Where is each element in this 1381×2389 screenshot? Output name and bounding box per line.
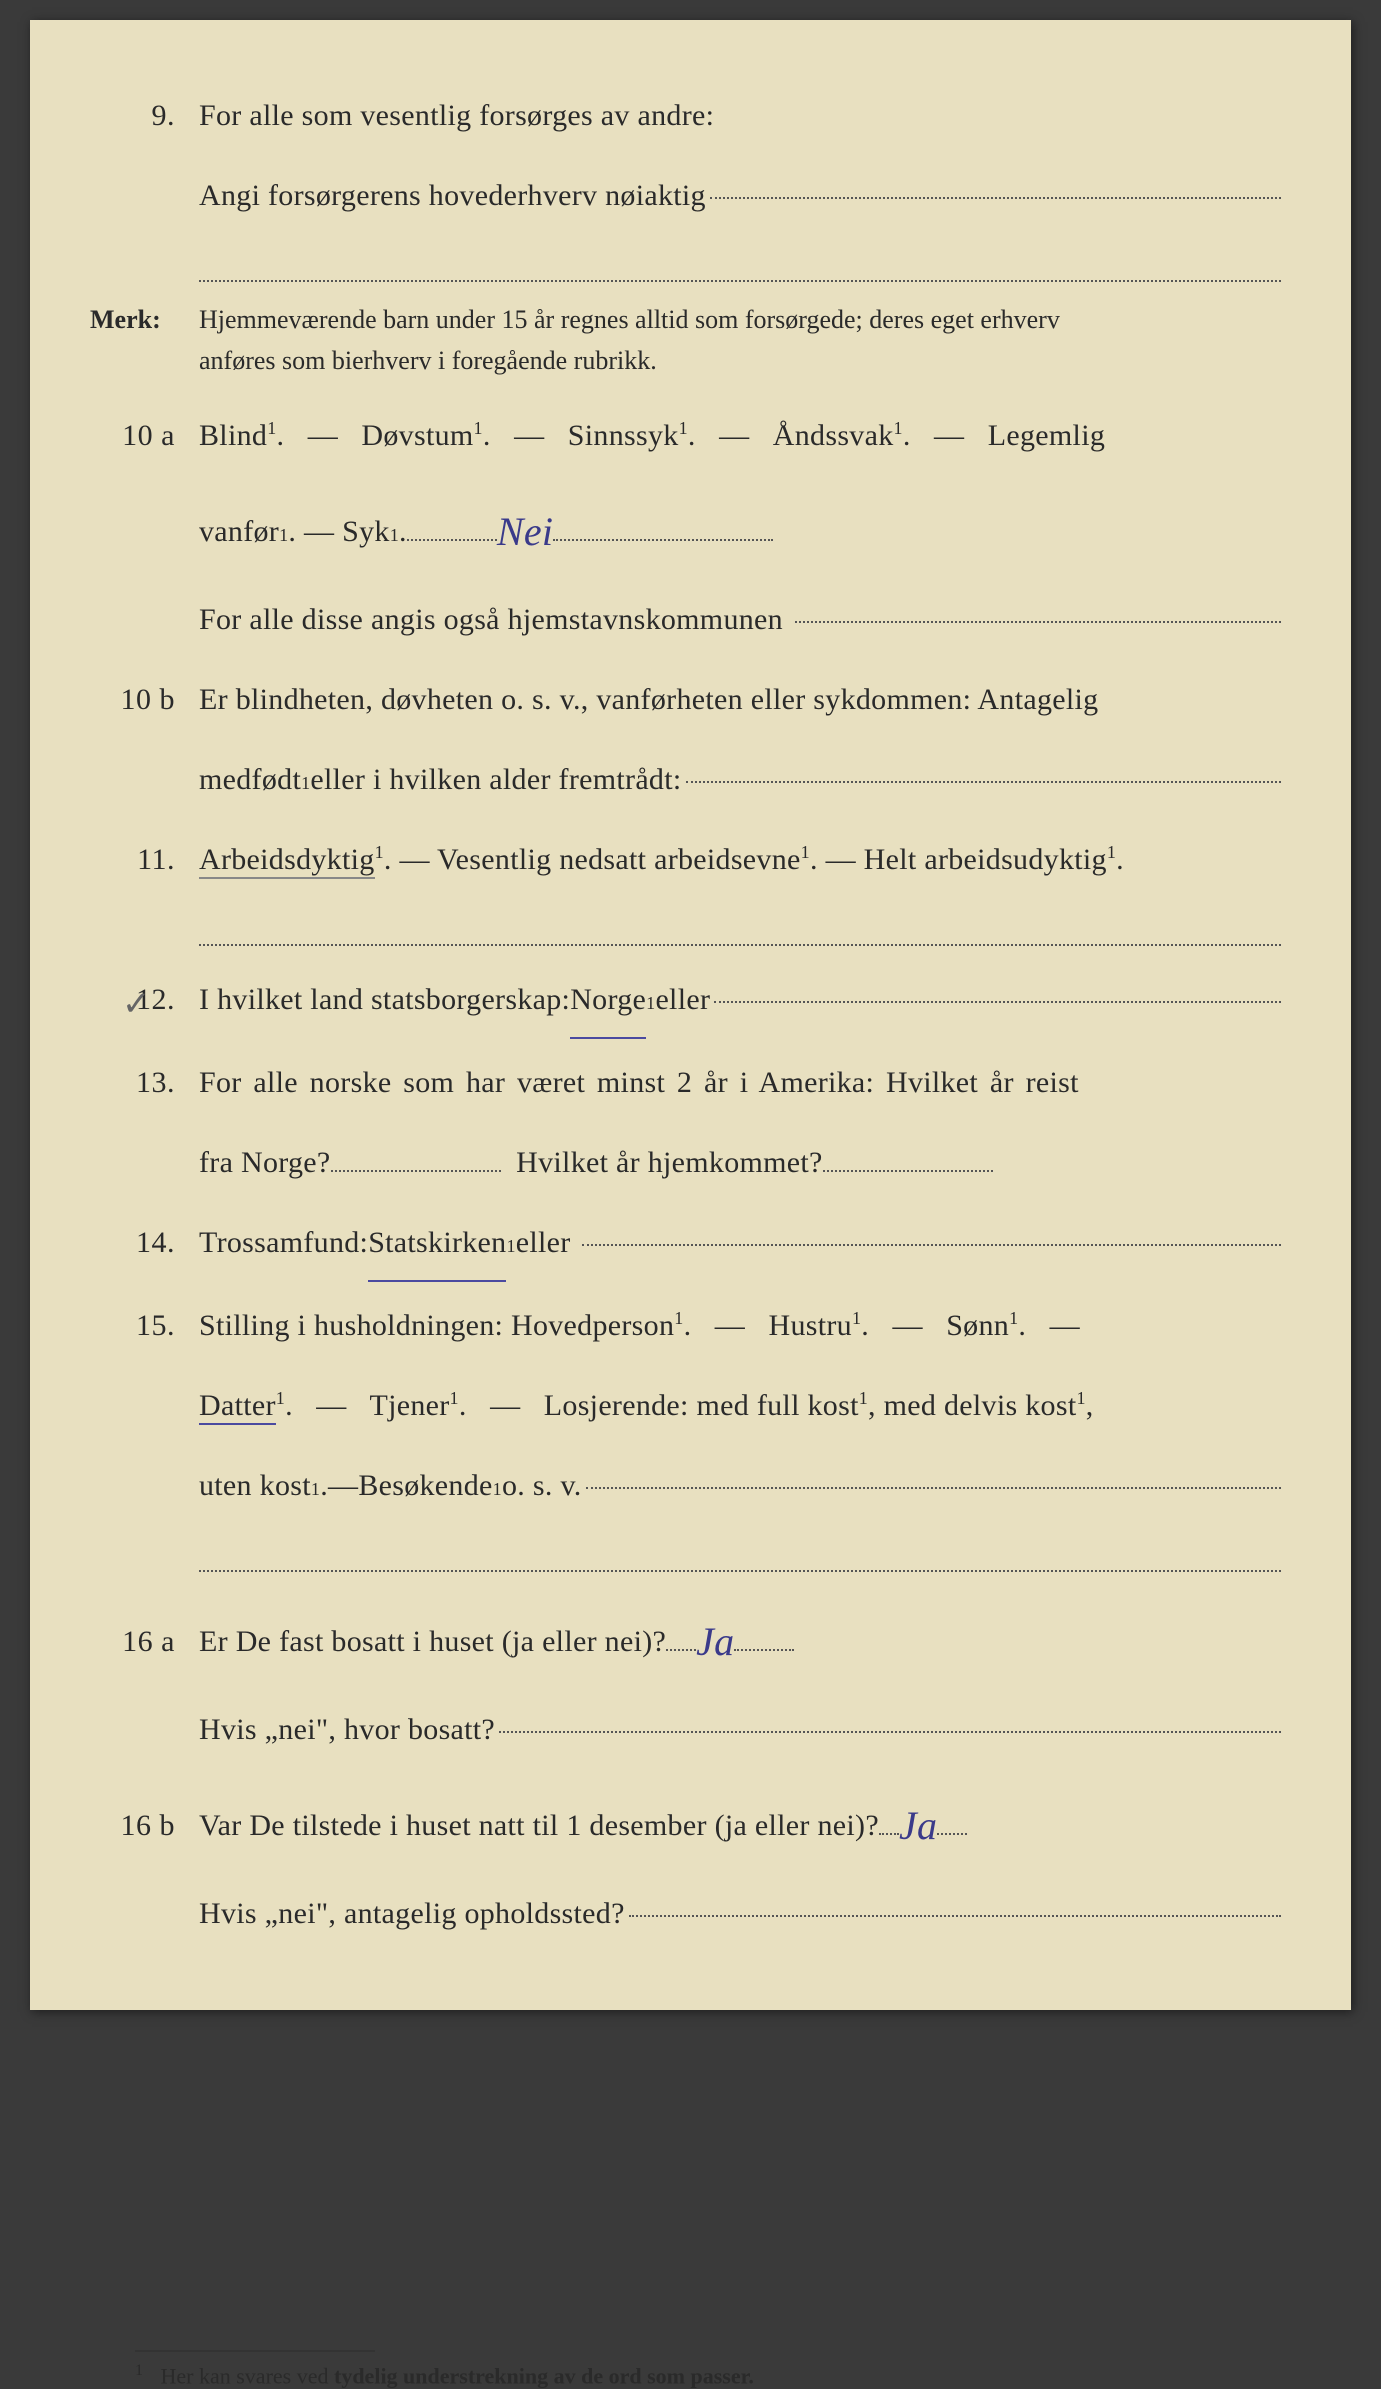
q16a-row2: Hvis „nei", hvor bosatt? <box>90 1694 1281 1766</box>
q13-number: 13. <box>90 1047 199 1119</box>
merk-row2: anføres som bierhverv i foregående rubri… <box>90 341 1281 380</box>
q11-content: Arbeidsdyktig1. — Vesentlig nedsatt arbe… <box>199 824 1281 896</box>
dotted-fill <box>710 196 1281 199</box>
footnote-rule <box>135 2350 375 2352</box>
checkmark-icon: ✓ <box>122 964 151 1046</box>
q13-row2: fra Norge? Hvilket år hjemkommet? <box>90 1127 1281 1199</box>
merk-label: Merk: <box>90 300 199 339</box>
q14-number: 14. <box>90 1207 199 1279</box>
q15-row3: uten kost1. — Besøkende1 o. s. v. <box>90 1450 1281 1522</box>
q10a-line1: Blind1. — Døvstum1. — Sinnssyk1. — Åndss… <box>199 400 1281 472</box>
merk-text2: anføres som bierhverv i foregående rubri… <box>199 341 1281 380</box>
q10b-number: 10 b <box>90 664 199 736</box>
q16b-row1: 16 b Var De tilstede i huset natt til 1 … <box>90 1774 1281 1870</box>
q12-row: ✓ 12. I hvilket land statsborgerskap: No… <box>90 964 1281 1039</box>
q9-blank-line <box>199 240 1281 282</box>
q10b-row1: 10 b Er blindheten, døvheten o. s. v., v… <box>90 664 1281 736</box>
q15-row1: 15. Stilling i husholdningen: Hovedperso… <box>90 1290 1281 1362</box>
q10a-row3: For alle disse angis også hjemstavnskomm… <box>90 584 1281 656</box>
footnote-number: 1 <box>135 2362 143 2379</box>
q11-row: 11. Arbeidsdyktig1. — Vesentlig nedsatt … <box>90 824 1281 896</box>
q15-datter: Datter <box>199 1389 276 1425</box>
q10a-number: 10 a <box>90 400 199 472</box>
q11-number: 11. <box>90 824 199 896</box>
q10a-row1: 10 a Blind1. — Døvstum1. — Sinnssyk1. — … <box>90 400 1281 472</box>
q13-line1: For alle norske som har været minst 2 år… <box>199 1047 1281 1119</box>
q9-number: 9. <box>90 80 199 152</box>
q10b-line1: Er blindheten, døvheten o. s. v., vanfør… <box>199 664 1281 736</box>
q10a-line3: For alle disse angis også hjemstavnskomm… <box>199 584 783 656</box>
q16b-number: 16 b <box>90 1790 199 1862</box>
q16a-number: 16 a <box>90 1606 199 1678</box>
merk-text1: Hjemmeværende barn under 15 år regnes al… <box>199 300 1281 339</box>
q16a-row1: 16 a Er De fast bosatt i huset (ja eller… <box>90 1590 1281 1686</box>
q10a-handwritten: Nei <box>497 484 553 580</box>
q16b-row2: Hvis „nei", antagelig opholdssted? <box>90 1878 1281 1950</box>
q14-statskirken: Statskirken <box>368 1207 506 1282</box>
merk-row1: Merk: Hjemmeværende barn under 15 år reg… <box>90 300 1281 339</box>
q10b-row2: medfødt1 eller i hvilken alder fremtrådt… <box>90 744 1281 816</box>
q14-row: 14. Trossamfund: Statskirken1 eller <box>90 1207 1281 1282</box>
q15-number: 15. <box>90 1290 199 1362</box>
q9-line2: Angi forsørgerens hovederhverv nøiaktig <box>199 160 706 232</box>
q9-line1: For alle som vesentlig forsørges av andr… <box>199 80 1281 152</box>
q9-row2: Angi forsørgerens hovederhverv nøiaktig <box>90 160 1281 232</box>
footnote: 1 Her kan svares ved tydelig understrekn… <box>135 2362 1281 2389</box>
q16b-handwritten: Ja <box>899 1778 937 1874</box>
q10a-row2: vanfør1. — Syk1. Nei <box>90 480 1281 576</box>
q12-norge: Norge <box>570 964 646 1039</box>
q13-row1: 13. For alle norske som har været minst … <box>90 1047 1281 1119</box>
q15-blank-line <box>199 1530 1281 1572</box>
q11-blank-line <box>199 904 1281 946</box>
q16a-handwritten: Ja <box>696 1594 734 1690</box>
q9-row1: 9. For alle som vesentlig forsørges av a… <box>90 80 1281 152</box>
q15-row2: Datter1. — Tjener1. — Losjerende: med fu… <box>90 1370 1281 1442</box>
census-form-page: 9. For alle som vesentlig forsørges av a… <box>30 20 1351 2010</box>
